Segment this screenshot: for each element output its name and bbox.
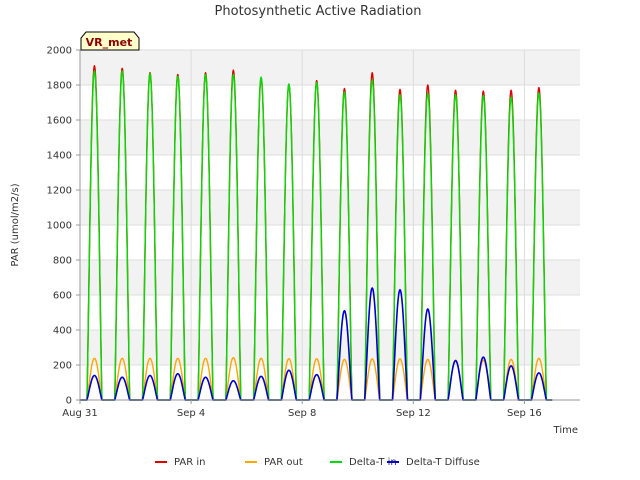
y-axis-title: PAR (umol/m2/s)	[10, 183, 21, 266]
site-badge: VR_met	[80, 31, 140, 51]
y-tick-label: 1800	[47, 81, 72, 92]
y-tick-labels: 0 200 400 600 800 1000 1200 1400 1600 1800 2000	[47, 46, 80, 407]
plot-band	[80, 190, 580, 225]
plot-band	[80, 260, 580, 295]
chart-title: Photosynthetic Active Radiation	[215, 4, 422, 19]
y-tick-label: 1200	[47, 186, 72, 197]
x-tick-label: Sep 4	[177, 408, 205, 419]
legend-label-2: Delta-T in	[349, 457, 397, 468]
plot-band	[80, 50, 580, 85]
site-badge-shape	[80, 31, 140, 51]
x-axis-title: Time	[553, 425, 578, 436]
y-tick-label: 800	[53, 256, 72, 267]
plot-band	[80, 120, 580, 155]
legend: PAR in PAR out Delta-T in Delta-T Diffuse	[155, 457, 480, 468]
series-layer	[80, 65, 553, 401]
y-tick-label: 2000	[47, 46, 72, 57]
site-badge-label: VR_met	[86, 36, 133, 49]
y-tick-label: 0	[66, 396, 72, 407]
y-tick-label: 200	[53, 361, 72, 372]
legend-label-1: PAR out	[264, 457, 303, 468]
x-tick-label: Sep 16	[507, 408, 542, 419]
x-tick-label: Sep 8	[288, 408, 316, 419]
x-tick-labels: Aug 31 Sep 4 Sep 8 Sep 12 Sep 16	[62, 400, 542, 419]
y-tick-label: 1400	[47, 151, 72, 162]
y-tick-label: 400	[53, 326, 72, 337]
y-tick-label: 600	[53, 291, 72, 302]
legend-label-3: Delta-T Diffuse	[406, 457, 480, 468]
series-line-2	[80, 70, 553, 401]
y-tick-label: 1000	[47, 221, 72, 232]
y-tick-label: 1600	[47, 116, 72, 127]
legend-label-0: PAR in	[174, 457, 205, 468]
x-tick-label: Sep 12	[396, 408, 431, 419]
plot-band	[80, 330, 580, 365]
x-tick-label: Aug 31	[62, 408, 97, 419]
series-line-3	[80, 287, 553, 401]
